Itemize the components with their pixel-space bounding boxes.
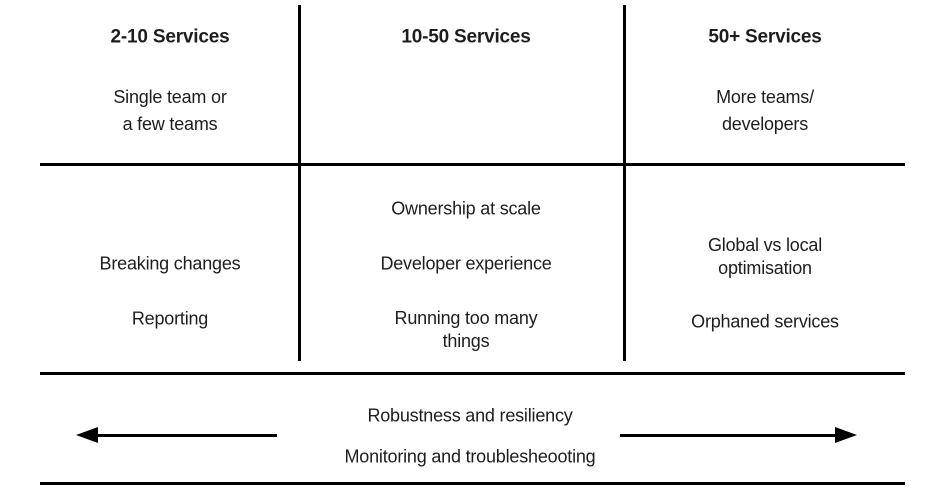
- left-arrow-shaft: [90, 434, 277, 437]
- shared-challenge-robustness: Robustness and resiliency: [367, 405, 573, 426]
- team-note-line: More teams/: [716, 87, 814, 107]
- team-note-line: developers: [721, 114, 809, 134]
- row-divider-header: [40, 163, 905, 166]
- challenge-running-too-many-things: Running too many things: [395, 307, 538, 353]
- challenge-ownership-at-scale: Ownership at scale: [391, 198, 541, 219]
- right-arrow-head: [835, 427, 857, 443]
- team-note-line: a few teams: [122, 114, 218, 134]
- row-divider-challenges: [40, 372, 905, 375]
- column-header-50-plus-services: 50+ Services: [708, 26, 822, 48]
- team-note-line: Single team or: [113, 87, 227, 107]
- challenge-global-vs-local-optimisation: Global vs local optimisation: [708, 234, 822, 280]
- team-note-2-10: Single team or a few teams: [113, 84, 226, 138]
- challenge-orphaned-services: Orphaned services: [691, 311, 839, 332]
- challenge-line: optimisation: [718, 258, 812, 278]
- right-arrow-shaft: [620, 434, 836, 437]
- left-arrow-head: [76, 427, 98, 443]
- challenge-reporting: Reporting: [131, 308, 209, 329]
- challenge-line: Running too many: [394, 308, 538, 328]
- shared-challenge-monitoring: Monitoring and troublesheooting: [344, 446, 596, 467]
- challenge-line: Global vs local: [707, 235, 823, 255]
- column-header-2-10-services: 2-10 Services: [110, 26, 230, 48]
- team-note-50-plus: More teams/ developers: [716, 84, 814, 138]
- challenge-breaking-changes: Breaking changes: [99, 253, 241, 274]
- column-divider-2: [623, 5, 626, 361]
- bottom-border: [40, 482, 905, 485]
- challenge-line: things: [442, 331, 490, 351]
- challenge-developer-experience: Developer experience: [380, 253, 552, 274]
- column-divider-1: [298, 5, 301, 361]
- column-header-10-50-services: 10-50 Services: [401, 26, 531, 48]
